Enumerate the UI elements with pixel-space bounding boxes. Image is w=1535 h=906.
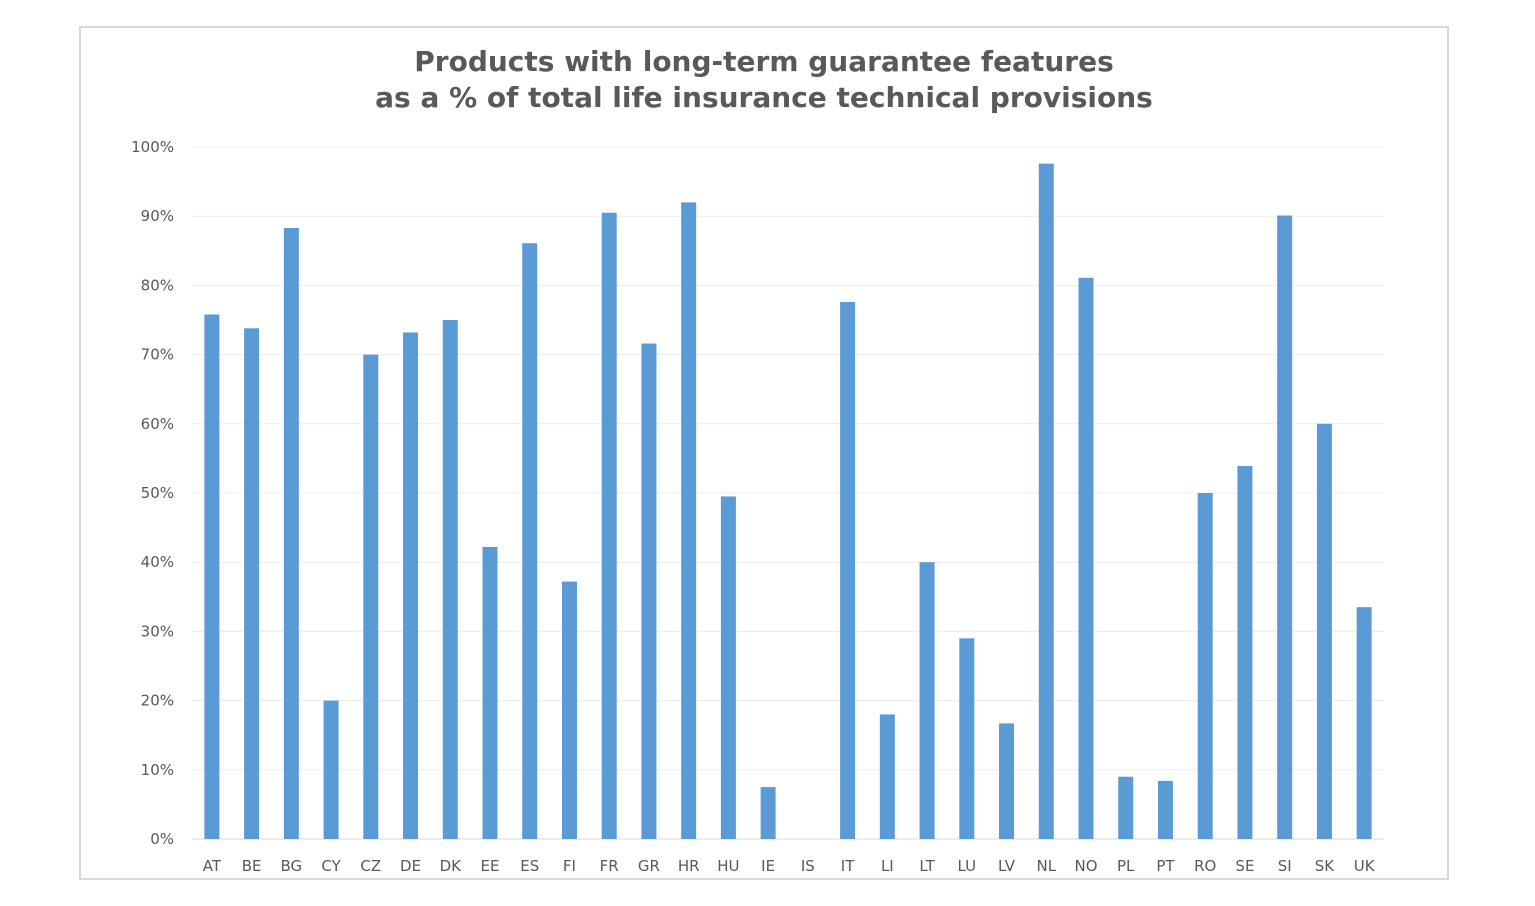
x-tick-label-li: LI [881,857,894,875]
x-tick-label-fi: FI [563,857,576,875]
x-tick-label-no: NO [1074,857,1097,875]
x-tick-label-hu: HU [717,857,739,875]
y-axis-ticks: 0% 10% 20% 30% 40% 50% 60% 70% 80% 90% 100% [131,138,174,848]
x-tick-label-hr: HR [678,857,700,875]
bar-ee [482,546,498,839]
bar-bg [283,227,299,840]
bar-fr [601,212,617,840]
x-tick-label-se: SE [1235,857,1254,875]
x-tick-label-lt: LT [919,857,935,875]
bar-it [840,302,856,839]
bar-fi [561,581,577,839]
x-tick-label-ro: RO [1194,857,1216,875]
chart-title-line-1: Products with long-term guarantee featur… [414,45,1114,78]
x-tick-label-fr: FR [600,857,619,875]
y-tick-label: 100% [131,138,174,156]
bar-uk [1356,607,1372,839]
bar-se [1237,466,1253,839]
chart-title: Products with long-term guarantee featur… [79,44,1449,116]
x-tick-label-ee: EE [481,857,500,875]
bar-si [1277,215,1293,839]
chart-frame [79,26,1449,880]
bar-es [522,243,538,840]
y-tick-label: 30% [141,622,174,640]
bar-ro [1197,493,1213,839]
bar-cy [323,700,339,839]
x-tick-label-at: AT [203,857,222,875]
chart-title-line-2: as a % of total life insurance technical… [375,81,1153,114]
bar-lt [919,562,935,839]
bar-ie [760,787,776,839]
x-tick-label-pl: PL [1117,857,1135,875]
bar-hu [720,496,736,839]
bars [204,163,1372,840]
y-tick-label: 60% [141,415,174,433]
bar-gr [641,343,657,839]
bar-at [204,314,220,839]
bar-de [403,332,419,839]
x-tick-label-lu: LU [958,857,977,875]
x-axis-ticks: AT BE BG CY CZ DE DK EE ES FI FR GR HR HU IE IS IT LI LT LU… [203,857,1376,875]
bar-li [879,714,895,839]
x-tick-label-si: SI [1278,857,1292,875]
y-tick-label: 10% [141,761,174,779]
bar-dk [442,320,458,839]
bar-nl [1038,163,1054,839]
x-tick-label-cz: CZ [360,857,381,875]
x-tick-label-uk: UK [1354,857,1376,875]
y-tick-label: 0% [150,830,174,848]
x-tick-label-pt: PT [1156,857,1175,875]
bar-pt [1157,780,1173,839]
y-tick-label: 70% [141,346,174,364]
y-tick-label: 90% [141,207,174,225]
x-tick-label-ie: IE [761,857,775,875]
bar-lu [959,638,975,839]
x-tick-label-de: DE [400,857,421,875]
bar-cz [363,354,379,839]
y-tick-label: 50% [141,484,174,502]
x-tick-label-it: IT [841,857,855,875]
y-tick-label: 20% [141,692,174,710]
x-tick-label-sk: SK [1315,857,1336,875]
y-tick-label: 80% [141,276,174,294]
x-tick-label-lv: LV [998,857,1016,875]
x-tick-label-cy: CY [321,857,341,875]
bar-be [244,328,260,839]
x-tick-label-es: ES [520,857,539,875]
x-tick-label-nl: NL [1036,857,1056,875]
bar-no [1078,277,1094,840]
x-tick-label-be: BE [242,857,262,875]
gridlines [192,146,1384,840]
x-tick-label-is: IS [801,857,815,875]
x-tick-label-bg: BG [281,857,303,875]
bar-pl [1118,776,1134,839]
bar-sk [1316,423,1332,839]
bar-lv [999,723,1015,839]
y-tick-label: 40% [141,553,174,571]
bar-hr [681,202,697,840]
x-tick-label-dk: DK [440,857,463,875]
x-tick-label-gr: GR [638,857,660,875]
